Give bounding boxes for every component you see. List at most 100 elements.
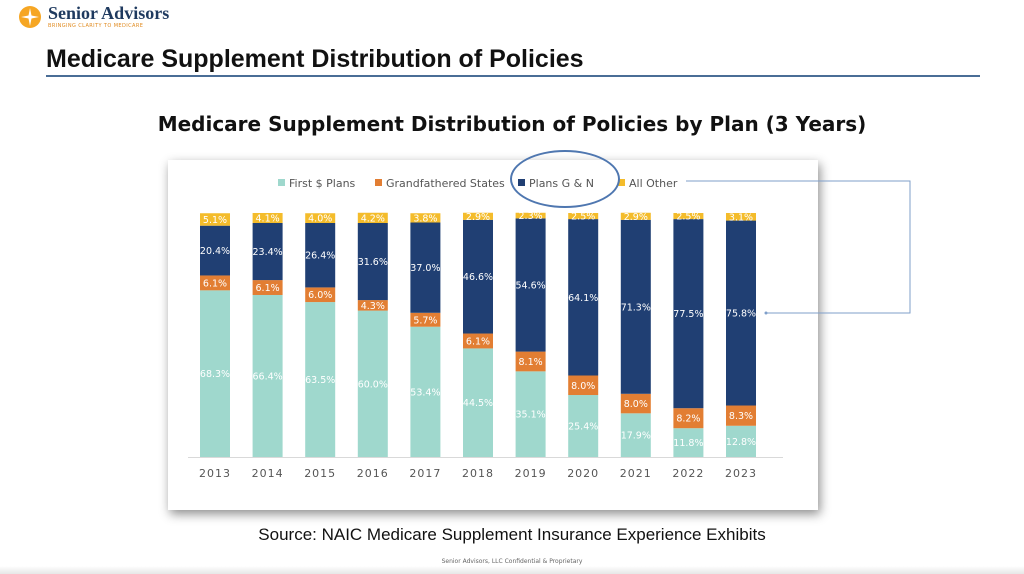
data-label-plans-g-n-2019: 54.6% xyxy=(516,280,546,291)
bar-all-other-2015 xyxy=(305,213,336,224)
data-label-grandfathered-states-2018: 6.1% xyxy=(466,336,490,347)
footer-confidential: Senior Advisors, LLC Confidential & Prop… xyxy=(441,558,583,565)
x-tick-label-2017: 2017 xyxy=(409,467,441,480)
bar-plans-g-n-2014 xyxy=(252,223,283,281)
bar-grandfathered-states-2023 xyxy=(726,405,756,426)
bar-first-plans-2022 xyxy=(673,428,704,457)
brand-name: Senior Advisors xyxy=(48,3,170,23)
data-label-first-plans-2014: 66.4% xyxy=(253,371,283,382)
bar-plans-g-n-2020 xyxy=(568,219,599,376)
legend-swatch-all-other xyxy=(618,179,625,186)
bar-plans-g-n-2013 xyxy=(200,225,230,276)
legend-label-first-plans: First $ Plans xyxy=(289,177,356,190)
bar-all-other-2013 xyxy=(200,213,230,226)
x-tick-label-2021: 2021 xyxy=(620,467,652,480)
data-label-all-other-2019: 2.3% xyxy=(519,211,543,222)
bar-first-plans-2015 xyxy=(305,302,336,457)
data-label-first-plans-2017: 53.4% xyxy=(410,387,440,398)
data-label-first-plans-2023: 12.8% xyxy=(726,437,756,448)
x-tick-label-2014: 2014 xyxy=(252,467,284,480)
data-label-grandfathered-states-2014: 6.1% xyxy=(256,283,280,294)
data-label-first-plans-2013: 68.3% xyxy=(200,369,230,380)
data-label-grandfathered-states-2019: 8.1% xyxy=(519,357,543,368)
bar-first-plans-2020 xyxy=(568,395,599,457)
data-label-plans-g-n-2017: 37.0% xyxy=(410,263,440,274)
bar-all-other-2021 xyxy=(620,212,651,220)
data-label-plans-g-n-2014: 23.4% xyxy=(253,247,283,258)
bar-plans-g-n-2015 xyxy=(305,223,336,288)
data-label-all-other-2017: 3.8% xyxy=(413,213,437,224)
bar-first-plans-2019 xyxy=(515,371,546,457)
brand-logo: Senior Advisors BRINGING CLARITY TO MEDI… xyxy=(18,4,169,29)
bar-first-plans-2014 xyxy=(252,294,283,457)
data-label-first-plans-2018: 44.5% xyxy=(463,398,493,409)
slide-title: Medicare Supplement Distribution of Poli… xyxy=(46,45,584,73)
data-label-first-plans-2015: 63.5% xyxy=(305,375,335,386)
data-label-grandfathered-states-2016: 4.3% xyxy=(361,301,385,312)
data-label-all-other-2023: 3.1% xyxy=(729,212,753,223)
data-label-all-other-2015: 4.0% xyxy=(308,214,332,225)
x-tick-label-2020: 2020 xyxy=(567,467,599,480)
data-label-plans-g-n-2016: 31.6% xyxy=(358,257,388,268)
bar-grandfathered-states-2019 xyxy=(515,351,546,372)
data-label-plans-g-n-2022: 77.5% xyxy=(673,309,703,320)
data-label-grandfathered-states-2017: 5.7% xyxy=(413,315,437,326)
x-tick-label-2013: 2013 xyxy=(199,467,231,480)
bar-plans-g-n-2016 xyxy=(357,223,388,301)
x-tick-label-2016: 2016 xyxy=(357,467,389,480)
source-note: Source: NAIC Medicare Supplement Insuran… xyxy=(258,525,766,544)
data-label-first-plans-2016: 60.0% xyxy=(358,379,388,390)
data-label-grandfathered-states-2023: 8.3% xyxy=(729,411,753,422)
data-label-all-other-2013: 5.1% xyxy=(203,215,227,226)
data-label-plans-g-n-2013: 20.4% xyxy=(200,246,230,257)
bar-grandfathered-states-2020 xyxy=(568,375,599,396)
bar-first-plans-2017 xyxy=(410,326,441,457)
data-label-plans-g-n-2023: 75.8% xyxy=(726,309,756,320)
data-label-plans-g-n-2018: 46.6% xyxy=(463,272,493,283)
data-label-grandfathered-states-2022: 8.2% xyxy=(676,414,700,425)
bar-grandfathered-states-2016 xyxy=(357,300,388,311)
bar-grandfathered-states-2022 xyxy=(673,408,704,429)
data-label-first-plans-2019: 35.1% xyxy=(516,410,546,421)
brand-tagline: BRINGING CLARITY TO MEDICARE xyxy=(48,23,144,29)
data-label-grandfathered-states-2015: 6.0% xyxy=(308,290,332,301)
bar-plans-g-n-2018 xyxy=(463,219,493,334)
data-label-first-plans-2020: 25.4% xyxy=(568,422,598,433)
bar-all-other-2014 xyxy=(252,213,283,224)
legend-swatch-first-plans xyxy=(278,179,285,186)
x-tick-label-2019: 2019 xyxy=(515,467,547,480)
bar-first-plans-2016 xyxy=(357,310,388,457)
legend-label-grandfathered-states: Grandfathered States xyxy=(386,177,505,190)
bar-all-other-2022 xyxy=(673,213,704,220)
data-label-all-other-2016: 4.2% xyxy=(361,213,385,224)
data-label-plans-g-n-2021: 71.3% xyxy=(621,302,651,313)
stacked-bar-chart: First $ Plans Grandfathered States Plans G… xyxy=(188,177,783,480)
bar-all-other-2020 xyxy=(568,213,599,220)
data-label-all-other-2022: 2.5% xyxy=(676,212,700,223)
legend-label-all-other: All Other xyxy=(629,177,678,190)
bar-grandfathered-states-2018 xyxy=(463,333,493,349)
bar-all-other-2017 xyxy=(410,213,441,223)
bar-plans-g-n-2017 xyxy=(410,222,441,313)
title-divider xyxy=(46,75,980,77)
data-label-plans-g-n-2015: 26.4% xyxy=(305,251,335,262)
bar-plans-g-n-2023 xyxy=(726,220,756,406)
data-label-all-other-2018: 2.9% xyxy=(466,212,490,223)
data-label-plans-g-n-2020: 64.1% xyxy=(568,293,598,304)
bar-all-other-2023 xyxy=(726,213,756,221)
data-label-grandfathered-states-2021: 8.0% xyxy=(624,399,648,410)
bar-all-other-2016 xyxy=(357,212,388,224)
bar-grandfathered-states-2017 xyxy=(410,312,441,327)
bar-grandfathered-states-2013 xyxy=(200,275,230,291)
data-label-grandfathered-states-2020: 8.0% xyxy=(571,381,595,392)
data-label-all-other-2021: 2.9% xyxy=(624,212,648,223)
bar-all-other-2018 xyxy=(463,212,493,220)
legend-swatch-grandfathered-states xyxy=(375,179,382,186)
footer-band xyxy=(0,566,1024,574)
sun-icon xyxy=(19,5,41,28)
bar-first-plans-2021 xyxy=(620,413,651,457)
data-label-all-other-2014: 4.1% xyxy=(256,214,280,225)
data-label-all-other-2020: 2.5% xyxy=(571,212,595,223)
bar-grandfathered-states-2014 xyxy=(252,280,283,295)
